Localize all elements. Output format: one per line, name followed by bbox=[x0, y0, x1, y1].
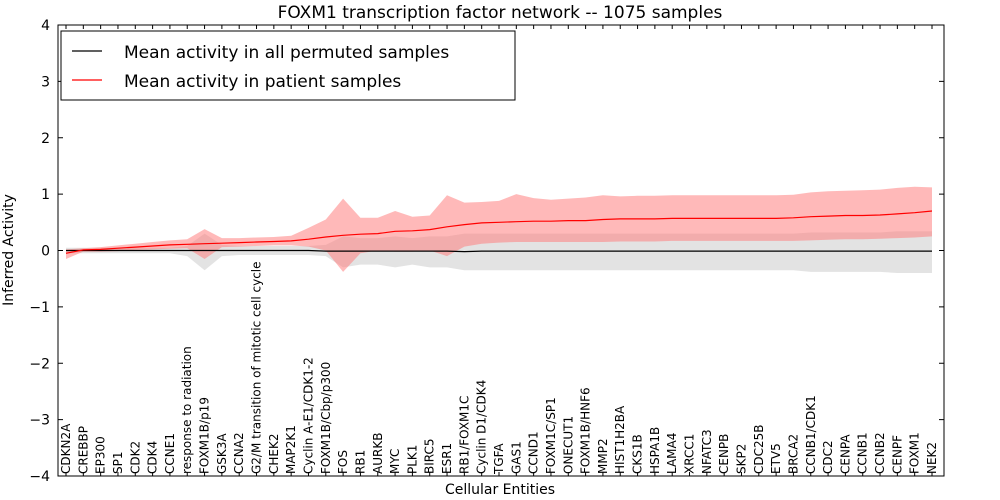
y-tick-label: 1 bbox=[41, 187, 50, 203]
x-tick-label: EP300 bbox=[94, 436, 108, 474]
y-tick-label: −1 bbox=[29, 300, 50, 316]
x-axis-label: Cellular Entities bbox=[445, 482, 555, 498]
x-tick-label: HIST1H2BA bbox=[613, 405, 627, 474]
x-tick-label: G2/M transition of mitotic cell cycle bbox=[250, 261, 264, 474]
x-tick-label: CKS1B bbox=[631, 434, 645, 474]
x-tick-label: AURKB bbox=[371, 433, 385, 474]
y-axis: −4 −3 −2 −1 0 1 2 3 4 bbox=[29, 18, 944, 485]
x-tick-label: ONECUT1 bbox=[561, 416, 575, 474]
x-tick-label: CENPB bbox=[717, 434, 731, 474]
series-lines bbox=[65, 210, 933, 254]
x-tick-label: CDK2 bbox=[128, 441, 142, 474]
y-tick-label: −4 bbox=[29, 469, 50, 485]
legend-box bbox=[60, 30, 516, 101]
x-tick-label: CDK4 bbox=[146, 441, 160, 474]
x-tick-label: TGFA bbox=[492, 443, 506, 475]
x-tick-label: response to radiation bbox=[180, 346, 194, 474]
x-tick-label: CENPA bbox=[838, 434, 852, 474]
x-tick-label: FOXM1B/HNF6 bbox=[579, 387, 593, 474]
x-tick-label: RB1/FOXM1C bbox=[457, 396, 471, 474]
x-tick-label: FOXM1C/SP1 bbox=[544, 397, 558, 474]
y-tick-label: 4 bbox=[41, 18, 50, 34]
x-tick-label: Cyclin D1/CDK4 bbox=[475, 380, 489, 474]
x-axis: CDKN2A CREBBP EP300 SP1 CDK2 CDK4 CCNE1 respons… bbox=[59, 25, 939, 476]
x-tick-label: CCNB1 bbox=[856, 432, 870, 474]
y-tick-label: −3 bbox=[29, 413, 50, 429]
x-tick-label: FOXM1B/Cbp/p300 bbox=[319, 362, 333, 474]
x-tick-label: GSK3A bbox=[215, 433, 229, 474]
x-tick-label: HSPA1B bbox=[648, 427, 662, 474]
x-tick-label: NEK2 bbox=[925, 442, 939, 474]
y-tick-label: 0 bbox=[41, 244, 50, 260]
x-tick-label: FOS bbox=[336, 450, 350, 474]
confidence-bands bbox=[66, 186, 932, 273]
x-tick-label: CDC2 bbox=[821, 440, 835, 474]
y-axis-label: Inferred Activity bbox=[1, 194, 17, 306]
x-tick-label: CCNA2 bbox=[232, 432, 246, 474]
x-tick-label: CCNE1 bbox=[163, 433, 177, 474]
x-tick-label: NFATC3 bbox=[700, 429, 714, 474]
x-tick-label: MAP2K1 bbox=[284, 425, 298, 474]
line-permuted bbox=[66, 249, 932, 253]
x-tick-label: CDKN2A bbox=[59, 423, 73, 474]
x-tick-label: CCND1 bbox=[527, 431, 541, 474]
x-tick-label: PLK1 bbox=[405, 445, 419, 474]
x-tick-label: CENPF bbox=[890, 435, 904, 474]
x-tick-label: RB1 bbox=[353, 450, 367, 474]
x-tick-label: BRCA2 bbox=[786, 434, 800, 474]
y-tick-label: 2 bbox=[41, 131, 50, 147]
x-tick-label: SP1 bbox=[111, 452, 125, 475]
x-tick-label: CCNB1/CDK1 bbox=[804, 395, 818, 474]
x-tick-label: Cyclin A-E1/CDK1-2 bbox=[302, 357, 316, 474]
y-tick-label: 3 bbox=[41, 74, 50, 90]
x-tick-label: BIRC5 bbox=[423, 438, 437, 474]
x-tick-label: FOXM1 bbox=[908, 432, 922, 474]
y-tick-label: −2 bbox=[29, 356, 50, 372]
chart-title: FOXM1 transcription factor network -- 10… bbox=[278, 3, 723, 23]
band-permuted bbox=[66, 231, 932, 273]
legend-label-patient: Mean activity in patient samples bbox=[124, 72, 401, 92]
band-patient bbox=[66, 186, 932, 272]
x-tick-label: MYC bbox=[388, 449, 402, 474]
x-tick-label: XRCC1 bbox=[683, 434, 697, 474]
x-tick-label: CDC25B bbox=[752, 425, 766, 475]
line-patient bbox=[65, 210, 933, 254]
x-tick-label: GAS1 bbox=[509, 441, 523, 474]
x-tick-label: CCNB2 bbox=[873, 432, 887, 474]
x-tick-label: CREBBP bbox=[76, 426, 90, 474]
x-tick-label: MMP2 bbox=[596, 438, 610, 474]
x-tick-label: ETV5 bbox=[769, 443, 783, 474]
x-tick-label: ESR1 bbox=[440, 443, 454, 474]
legend-label-permuted: Mean activity in all permuted samples bbox=[124, 43, 449, 63]
x-tick-label: CHEK2 bbox=[267, 434, 281, 475]
x-tick-label: FOXM1B/p19 bbox=[198, 397, 212, 474]
x-tick-label: SKP2 bbox=[735, 444, 749, 474]
x-tick-label: LAMA4 bbox=[665, 433, 679, 474]
legend: Mean activity in all permuted samples Me… bbox=[60, 30, 516, 101]
